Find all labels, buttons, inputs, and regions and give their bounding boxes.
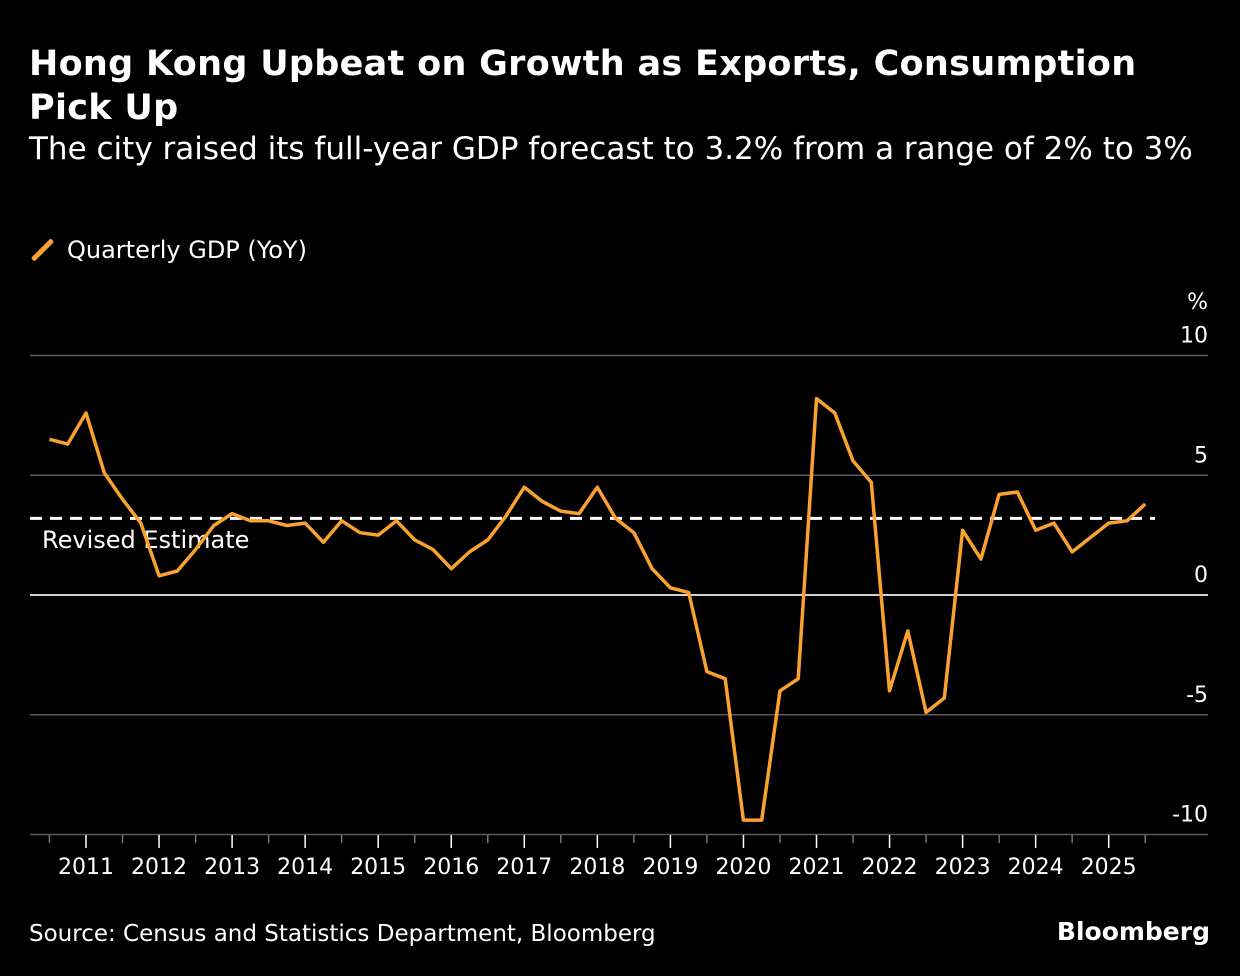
y-unit-label: %	[1187, 290, 1208, 315]
x-tick-label: 2023	[935, 855, 991, 880]
bloomberg-logo: Bloomberg	[1056, 917, 1210, 946]
x-tick-label: 2013	[204, 855, 260, 880]
x-tick-label: 2015	[350, 855, 406, 880]
x-tick-label: 2021	[789, 855, 845, 880]
y-tick-label: 0	[1194, 563, 1208, 588]
x-tick-label: 2017	[496, 855, 552, 880]
legend-label: Quarterly GDP (YoY)	[67, 236, 307, 264]
x-tick-label: 2018	[569, 855, 625, 880]
legend: Quarterly GDP (YoY)	[29, 236, 307, 264]
chart-title: Hong Kong Upbeat on Growth as Exports, C…	[29, 44, 1137, 128]
x-tick-label: 2025	[1081, 855, 1137, 880]
y-tick-label: -5	[1186, 683, 1208, 708]
y-tick-label: 5	[1194, 443, 1208, 468]
x-tick-label: 2012	[131, 855, 187, 880]
x-tick-label: 2022	[862, 855, 918, 880]
x-tick-label: 2014	[277, 855, 333, 880]
y-tick-label: -10	[1172, 803, 1208, 828]
x-tick-label: 2020	[715, 855, 771, 880]
chart-subtitle: The city raised its full-year GDP foreca…	[29, 131, 1193, 167]
x-tick-label: 2011	[58, 855, 114, 880]
series-line-quarterly-gdp	[49, 396, 1147, 822]
x-tick-label: 2016	[423, 855, 479, 880]
x-tick-label: 2024	[1008, 855, 1064, 880]
x-tick-label: 2019	[642, 855, 698, 880]
y-tick-label: 10	[1180, 324, 1208, 349]
source-note: Source: Census and Statistics Department…	[29, 921, 656, 947]
